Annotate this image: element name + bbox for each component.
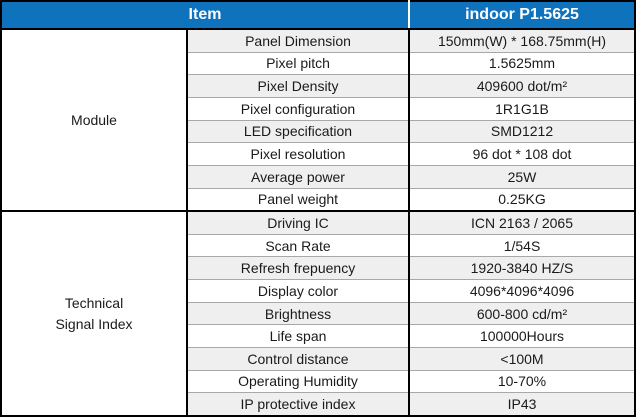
table-row: Refresh frepuency 1920-3840 HZ/S bbox=[1, 256, 635, 280]
spec-value: SMD1212 bbox=[409, 119, 635, 143]
spec-value: 1R1G1B bbox=[409, 96, 635, 121]
spec-label: Panel weight bbox=[187, 187, 410, 212]
spec-label: Scan Rate bbox=[187, 233, 410, 257]
spec-label: IP protective index bbox=[187, 392, 410, 416]
spec-label: Average power bbox=[187, 164, 410, 188]
header-row: Item indoor P1.5625 bbox=[1, 1, 635, 30]
table-row: Operating Humidity 10-70% bbox=[1, 369, 635, 393]
table-row: Life span 100000Hours bbox=[1, 324, 635, 348]
spec-label: Refresh frepuency bbox=[187, 256, 410, 280]
table-row: Pixel configuration 1R1G1B bbox=[1, 96, 635, 121]
spec-value: 96 dot * 108 dot bbox=[409, 142, 635, 166]
spec-label: Panel Dimension bbox=[187, 29, 410, 53]
header-product: indoor P1.5625 bbox=[408, 1, 635, 30]
spec-label: Operating Humidity bbox=[187, 369, 410, 393]
spec-label: Pixel resolution bbox=[187, 142, 410, 166]
spec-value: 0.25KG bbox=[409, 187, 635, 212]
spec-value: 150mm(W) * 168.75mm(H) bbox=[409, 29, 635, 53]
spec-value: 600-800 cd/m² bbox=[409, 301, 635, 325]
table-row: Pixel Density 409600 dot/m² bbox=[1, 74, 635, 98]
spec-value: ICN 2163 / 2065 bbox=[409, 210, 635, 235]
header-item: Item bbox=[1, 1, 409, 30]
spec-label: Display color bbox=[187, 279, 410, 303]
table-row: Technical Signal Index Driving IC ICN 21… bbox=[1, 210, 635, 416]
table-row: Display color 4096*4096*4096 bbox=[1, 279, 635, 303]
spec-value: 10-70% bbox=[409, 369, 635, 393]
spec-value: 100000Hours bbox=[409, 324, 635, 348]
table-row: Brightness 600-800 cd/m² bbox=[1, 301, 635, 325]
spec-value: 4096*4096*4096 bbox=[409, 279, 635, 303]
spec-label: Pixel pitch bbox=[187, 51, 410, 75]
group-cell-module: Module bbox=[1, 29, 188, 212]
spec-value: 1.5625mm bbox=[409, 51, 635, 75]
table-row: IP protective index IP43 bbox=[1, 392, 635, 416]
spec-value: 409600 dot/m² bbox=[409, 74, 635, 98]
group-cell-technical-signal-index: Technical Signal Index bbox=[1, 210, 188, 416]
spec-value: <100M bbox=[409, 347, 635, 371]
spec-value: IP43 bbox=[409, 392, 635, 416]
table-row: Pixel pitch 1.5625mm bbox=[1, 51, 635, 75]
spec-label: Life span bbox=[187, 324, 410, 348]
spec-label: Control distance bbox=[187, 347, 410, 371]
table-row: Module Panel Dimension 150mm(W) * 168.75… bbox=[1, 29, 635, 212]
spec-label: Pixel Density bbox=[187, 74, 410, 98]
spec-label: Driving IC bbox=[187, 210, 410, 235]
spec-label: Pixel configuration bbox=[187, 96, 410, 121]
spec-label: LED specification bbox=[187, 119, 410, 143]
table-row: Panel weight 0.25KG bbox=[1, 187, 635, 212]
spec-value: 1/54S bbox=[409, 233, 635, 257]
table-row: Average power 25W bbox=[1, 164, 635, 188]
table-row: Control distance <100M bbox=[1, 347, 635, 371]
spec-label: Brightness bbox=[187, 301, 410, 325]
table-row: LED specification SMD1212 bbox=[1, 119, 635, 143]
spec-value: 1920-3840 HZ/S bbox=[409, 256, 635, 280]
spec-value: 25W bbox=[409, 164, 635, 188]
table-row: Scan Rate 1/54S bbox=[1, 233, 635, 257]
table-row: Pixel resolution 96 dot * 108 dot bbox=[1, 142, 635, 166]
